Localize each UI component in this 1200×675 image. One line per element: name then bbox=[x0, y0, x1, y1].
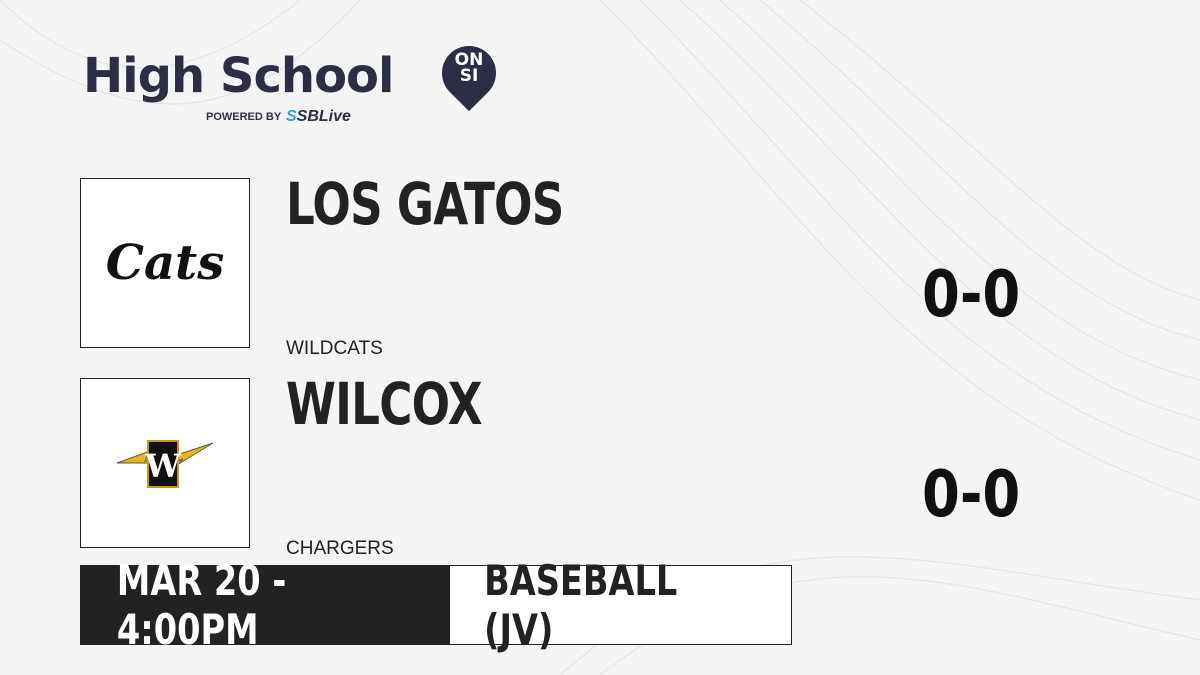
home-team-score: 0-0 bbox=[922, 258, 1021, 332]
brand-title: High School bbox=[83, 48, 394, 104]
powered-by-label: POWERED BY bbox=[206, 111, 282, 123]
home-team-name: LOS GATOS bbox=[286, 170, 564, 238]
svg-text:W: W bbox=[144, 447, 182, 485]
away-team-name: WILCOX bbox=[286, 370, 483, 438]
lightning-w-icon: W bbox=[116, 440, 214, 488]
home-team-mascot: WILDCATS bbox=[286, 338, 383, 359]
away-team-mascot: CHARGERS bbox=[286, 538, 394, 559]
game-sport: BASEBALL (JV) bbox=[449, 556, 792, 654]
los-gatos-logo: Cats bbox=[80, 178, 250, 348]
wilcox-logo: W bbox=[80, 378, 250, 548]
away-team-score: 0-0 bbox=[922, 458, 1021, 532]
sblive-logo: SSBLive bbox=[286, 108, 351, 125]
si-badge: ON SI bbox=[454, 50, 484, 86]
game-datetime: MAR 20 - 4:00PM bbox=[80, 556, 449, 654]
